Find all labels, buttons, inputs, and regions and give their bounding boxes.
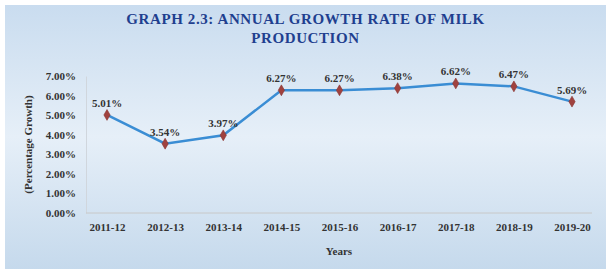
series-marker — [220, 130, 226, 141]
x-tick: 2014-15 — [264, 213, 301, 233]
data-labels: 5.01% 3.54% 3.97% 6.27% 6.27% 6.38% 6.62% 6.47%… — [92, 65, 587, 137]
chart-background — [4, 4, 607, 270]
x-tick-label: 2014-15 — [264, 221, 301, 233]
x-tick-label: 2018-19 — [496, 221, 533, 233]
outer-background — [0, 0, 611, 274]
x-axis-title: Years — [326, 245, 353, 257]
y-axis-title: (Percentage Growth) — [22, 95, 35, 194]
data-label: 6.62% — [441, 65, 471, 77]
x-tick: 2015-16 — [322, 213, 359, 233]
y-tick-label: 7.00% — [46, 70, 76, 82]
x-tick: 2018-19 — [496, 213, 533, 233]
y-tick-label: 4.00% — [46, 129, 76, 141]
series-marker — [278, 85, 284, 96]
x-axis: 2011-12 2012-13 2013-14 2014-15 2015-16 2016-… — [86, 213, 592, 233]
y-tick: 0.00% — [46, 207, 86, 219]
plot-marks — [104, 78, 575, 149]
y-tick: 4.00% — [46, 129, 86, 141]
y-tick: 6.00% — [46, 90, 86, 102]
y-axis: 0.00% 1.00% 2.00% 3.00% 4.00% 5.00% 6.00% 7.00% — [46, 70, 87, 219]
y-tick: 1.00% — [46, 187, 86, 199]
chart-svg: GRAPH 2.3: ANNUAL GROWTH RATE OF MILK PRO… — [0, 0, 611, 274]
series-marker — [162, 138, 168, 149]
y-tick-label: 2.00% — [46, 168, 76, 180]
x-tick: 2011-12 — [89, 213, 126, 233]
chart-container: GRAPH 2.3: ANNUAL GROWTH RATE OF MILK PRO… — [0, 0, 611, 274]
data-label: 3.54% — [150, 126, 180, 138]
data-label: 3.97% — [208, 117, 238, 129]
data-label: 6.27% — [324, 72, 354, 84]
y-tick: 5.00% — [46, 109, 86, 121]
y-tick: 2.00% — [46, 168, 86, 180]
y-tick-label: 6.00% — [46, 90, 76, 102]
y-tick-label: 0.00% — [46, 207, 76, 219]
series-marker — [336, 85, 342, 96]
x-tick-label: 2013-14 — [205, 221, 242, 233]
data-label: 6.38% — [383, 70, 413, 82]
data-label: 5.01% — [92, 97, 122, 109]
x-tick-label: 2017-18 — [438, 221, 475, 233]
x-tick: 2013-14 — [205, 213, 242, 233]
y-tick-label: 3.00% — [46, 148, 76, 160]
x-tick-label: 2012-13 — [147, 221, 184, 233]
y-tick-label: 1.00% — [46, 187, 76, 199]
x-tick-label: 2019-20 — [554, 221, 591, 233]
title-line: PRODUCTION — [251, 30, 360, 46]
series-marker — [104, 110, 110, 121]
series-line — [107, 83, 572, 143]
y-axis-line — [86, 77, 87, 214]
x-tick: 2017-18 — [438, 213, 475, 233]
y-tick-label: 5.00% — [46, 109, 76, 121]
x-tick: 2012-13 — [147, 213, 184, 233]
x-tick: 2016-17 — [380, 213, 417, 233]
y-tick: 3.00% — [46, 148, 86, 160]
title-line: GRAPH 2.3: ANNUAL GROWTH RATE OF MILK — [126, 11, 484, 27]
x-tick-label: 2016-17 — [380, 221, 417, 233]
series-marker — [453, 78, 459, 89]
series-marker — [569, 96, 575, 107]
x-tick-label: 2011-12 — [89, 221, 126, 233]
series-marker — [511, 81, 517, 92]
chart-title: GRAPH 2.3: ANNUAL GROWTH RATE OF MILK PRO… — [126, 11, 484, 46]
series-marker — [394, 83, 400, 94]
y-tick: 7.00% — [46, 70, 86, 82]
x-tick-label: 2015-16 — [322, 221, 359, 233]
data-label: 5.69% — [557, 84, 587, 96]
data-label: 6.27% — [266, 72, 296, 84]
x-axis-line — [86, 213, 592, 214]
x-tick: 2019-20 — [554, 213, 591, 233]
data-label: 6.47% — [499, 68, 529, 80]
